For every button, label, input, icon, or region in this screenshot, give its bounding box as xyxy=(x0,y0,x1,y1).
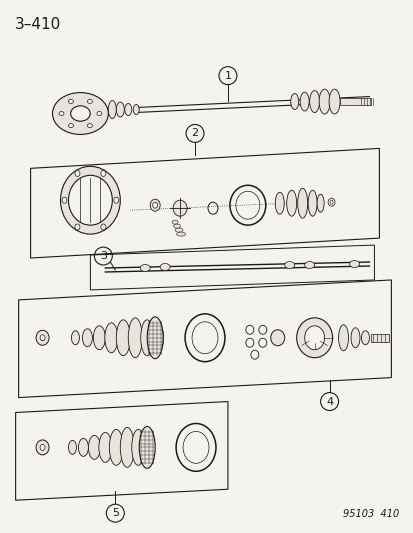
Ellipse shape xyxy=(59,111,64,116)
Text: 4: 4 xyxy=(325,397,332,407)
Ellipse shape xyxy=(52,93,108,134)
Ellipse shape xyxy=(176,232,185,236)
Ellipse shape xyxy=(82,329,92,347)
Ellipse shape xyxy=(114,197,119,203)
Ellipse shape xyxy=(270,330,284,346)
Ellipse shape xyxy=(140,264,150,271)
Ellipse shape xyxy=(116,320,130,356)
Ellipse shape xyxy=(68,124,73,127)
Ellipse shape xyxy=(36,440,49,455)
Text: 5: 5 xyxy=(112,508,119,518)
Ellipse shape xyxy=(361,331,368,345)
Ellipse shape xyxy=(275,192,284,214)
Bar xyxy=(339,98,370,104)
Ellipse shape xyxy=(172,220,178,224)
Ellipse shape xyxy=(309,91,319,112)
Ellipse shape xyxy=(71,331,79,345)
Ellipse shape xyxy=(108,101,116,118)
Ellipse shape xyxy=(101,224,106,230)
Ellipse shape xyxy=(36,330,49,345)
Ellipse shape xyxy=(109,430,123,465)
Ellipse shape xyxy=(99,432,112,462)
Ellipse shape xyxy=(350,328,359,348)
Ellipse shape xyxy=(316,194,323,212)
Ellipse shape xyxy=(78,439,88,456)
Ellipse shape xyxy=(152,202,157,208)
Ellipse shape xyxy=(124,103,131,116)
Ellipse shape xyxy=(160,263,170,270)
Ellipse shape xyxy=(131,430,145,465)
Ellipse shape xyxy=(297,188,307,218)
Text: 1: 1 xyxy=(224,71,231,80)
Ellipse shape xyxy=(140,320,153,356)
Ellipse shape xyxy=(175,228,183,232)
Ellipse shape xyxy=(329,200,332,204)
Ellipse shape xyxy=(133,104,139,115)
Ellipse shape xyxy=(328,89,339,114)
Ellipse shape xyxy=(87,124,92,127)
Ellipse shape xyxy=(75,171,80,176)
Text: 3: 3 xyxy=(100,251,107,261)
Ellipse shape xyxy=(147,317,163,359)
Ellipse shape xyxy=(101,171,106,176)
Ellipse shape xyxy=(327,198,334,206)
Ellipse shape xyxy=(40,335,45,341)
Ellipse shape xyxy=(304,262,314,269)
Ellipse shape xyxy=(299,92,309,111)
Ellipse shape xyxy=(87,100,92,103)
Text: 3–410: 3–410 xyxy=(14,17,61,32)
Bar xyxy=(370,334,389,342)
Ellipse shape xyxy=(296,318,332,358)
Ellipse shape xyxy=(290,94,298,109)
Ellipse shape xyxy=(318,89,329,114)
Ellipse shape xyxy=(104,323,118,353)
Ellipse shape xyxy=(116,102,124,117)
Ellipse shape xyxy=(62,197,67,203)
Text: 95103  410: 95103 410 xyxy=(342,509,399,519)
Ellipse shape xyxy=(286,190,296,216)
Ellipse shape xyxy=(304,326,324,350)
Ellipse shape xyxy=(307,190,316,216)
Ellipse shape xyxy=(97,111,102,116)
Ellipse shape xyxy=(173,200,187,216)
Ellipse shape xyxy=(120,427,134,467)
Ellipse shape xyxy=(93,326,105,350)
Ellipse shape xyxy=(150,199,160,211)
Ellipse shape xyxy=(68,440,76,454)
Ellipse shape xyxy=(152,324,163,352)
Ellipse shape xyxy=(128,318,142,358)
Ellipse shape xyxy=(71,106,90,121)
Ellipse shape xyxy=(142,433,153,462)
Ellipse shape xyxy=(284,262,294,269)
Ellipse shape xyxy=(173,224,180,228)
Ellipse shape xyxy=(68,100,73,103)
Ellipse shape xyxy=(88,435,100,459)
Ellipse shape xyxy=(40,445,45,450)
Text: 2: 2 xyxy=(191,128,198,139)
Ellipse shape xyxy=(68,175,112,225)
Ellipse shape xyxy=(349,261,358,268)
Ellipse shape xyxy=(338,325,348,351)
Ellipse shape xyxy=(60,166,120,234)
Ellipse shape xyxy=(139,426,155,469)
Ellipse shape xyxy=(75,224,80,230)
